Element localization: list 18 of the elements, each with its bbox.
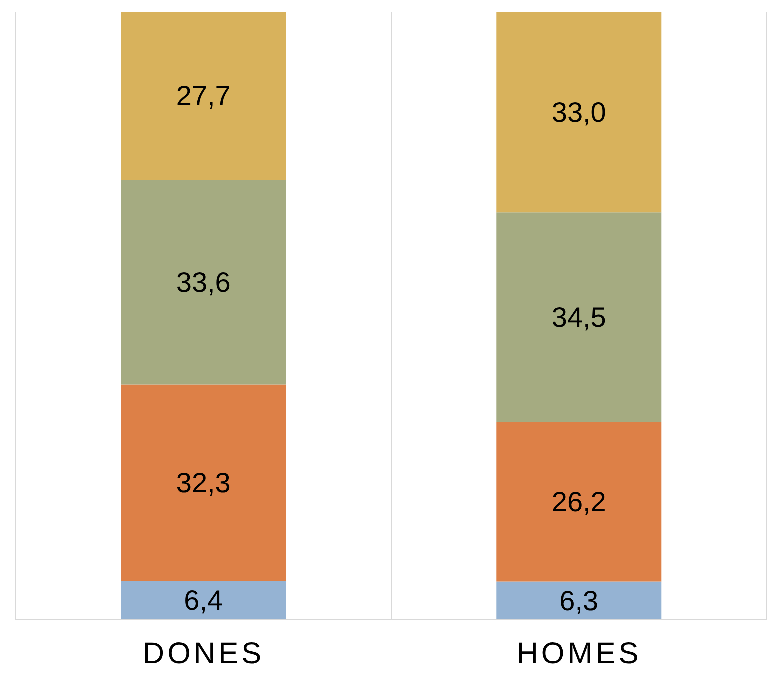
x-tick-label: DONES (142, 637, 265, 670)
x-tick-label: HOMES (516, 637, 642, 670)
data-label: 27,7 (176, 80, 231, 112)
data-label: 6,3 (560, 585, 599, 616)
data-label: 33,6 (176, 267, 231, 298)
bar (496, 12, 662, 213)
data-label: 34,5 (552, 302, 606, 334)
bar (121, 581, 286, 620)
data-label: 32,3 (176, 467, 231, 498)
bar (496, 212, 662, 422)
bar (121, 12, 286, 180)
data-label: 26,2 (552, 486, 606, 518)
data-label: 6,4 (184, 585, 224, 616)
data-label: 33,0 (552, 96, 606, 128)
bar (496, 422, 662, 582)
bar (496, 582, 662, 620)
bar (121, 384, 286, 582)
bar (121, 180, 286, 385)
